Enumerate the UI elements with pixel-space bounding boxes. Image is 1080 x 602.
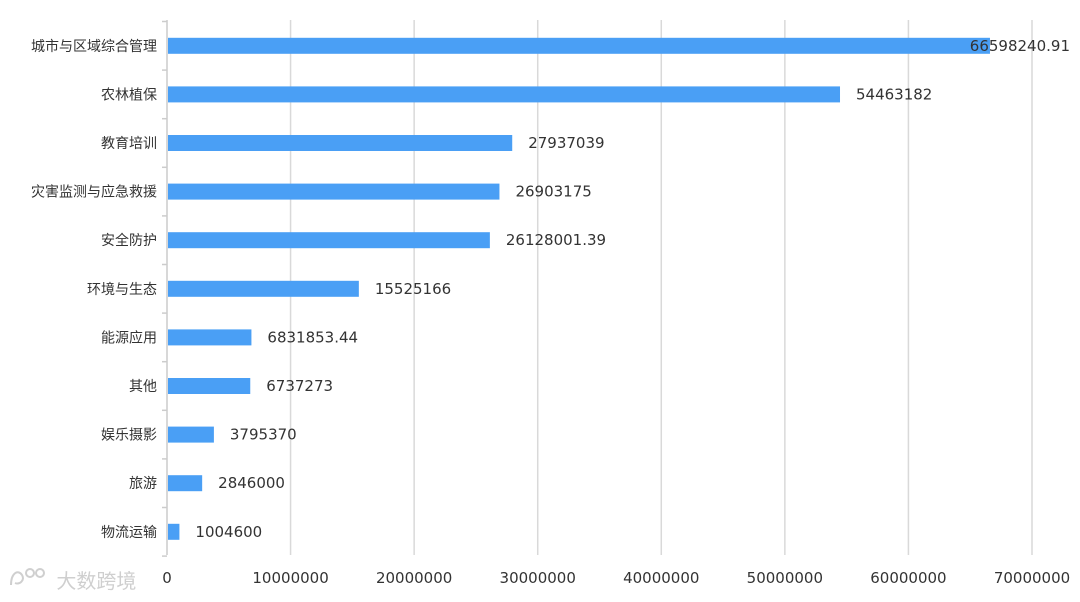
bars — [168, 37, 990, 540]
value-label: 1004600 — [195, 523, 262, 541]
bar — [168, 183, 500, 200]
x-tick-label: 10000000 — [252, 569, 328, 587]
x-tick-label: 20000000 — [376, 569, 452, 587]
category-label: 农林植保 — [101, 87, 157, 103]
value-label: 26903175 — [515, 183, 591, 201]
x-tick-label: 70000000 — [994, 569, 1070, 587]
category-label: 能源应用 — [101, 329, 157, 346]
bar — [168, 135, 513, 151]
x-tick-label: 50000000 — [747, 569, 823, 587]
category-label: 旅游 — [129, 476, 157, 492]
value-label: 6831853.44 — [267, 328, 358, 346]
x-tick-label: 60000000 — [870, 569, 946, 587]
category-label: 灾害监测与应急救援 — [31, 184, 157, 201]
category-label: 其他 — [129, 379, 157, 395]
category-label: 安全防护 — [101, 232, 157, 249]
category-label: 城市与区域综合管理 — [31, 38, 157, 55]
bar — [168, 475, 203, 492]
watermark: 大数跨境 — [8, 565, 136, 594]
value-label: 66598240.91 — [970, 37, 1070, 55]
x-tick-label: 30000000 — [500, 569, 576, 587]
value-label: 6737273 — [266, 377, 333, 395]
category-label: 教育培训 — [101, 136, 157, 152]
bar — [168, 37, 990, 54]
watermark-logo-icon — [8, 565, 50, 594]
bar — [168, 426, 214, 443]
value-label: 2846000 — [218, 474, 285, 492]
category-label: 环境与生态 — [87, 282, 157, 298]
x-tick-label: 0 — [162, 569, 172, 587]
x-tick-label: 40000000 — [623, 569, 699, 587]
value-label: 15525166 — [375, 280, 451, 298]
value-label: 26128001.39 — [506, 231, 606, 249]
watermark-text: 大数跨境 — [56, 569, 137, 593]
value-label: 3795370 — [230, 426, 297, 444]
bar — [168, 329, 252, 346]
grid-lines — [289, 20, 1033, 555]
bar — [168, 378, 251, 394]
bar — [168, 232, 490, 249]
bar — [168, 86, 841, 103]
value-label: 54463182 — [856, 85, 932, 103]
value-labels: 66598240.91 54463182 27937039 26903175 26128… — [195, 37, 1070, 541]
category-label: 娱乐摄影 — [101, 428, 157, 444]
bar — [168, 280, 359, 297]
category-label: 物流运输 — [101, 525, 157, 541]
value-label: 27937039 — [528, 134, 604, 152]
category-labels: 城市与区域综合管理农林植保教育培训灾害监测与应急救援安全防护环境与生态能源应用其… — [31, 38, 157, 541]
x-tick-labels: 0 10000000 20000000 30000000 40000000 5000000… — [162, 569, 1070, 587]
y-axis-line — [162, 20, 168, 557]
bar — [168, 523, 180, 540]
